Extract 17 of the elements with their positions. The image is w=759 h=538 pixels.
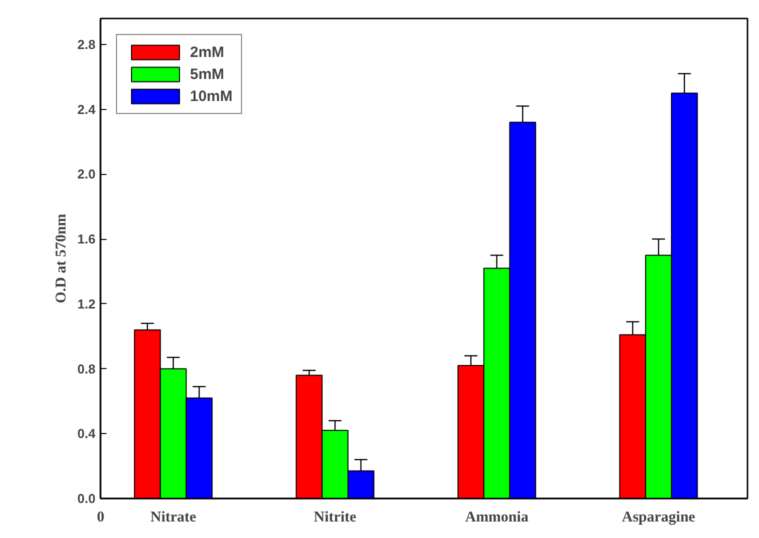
x-tick-label: Ammonia xyxy=(465,510,529,526)
legend-label: 10mM xyxy=(190,88,233,104)
x-tick-label: Nitrate xyxy=(150,510,197,526)
legend-label: 2mM xyxy=(190,44,224,60)
x-tick-label: Nitrite xyxy=(314,510,357,526)
legend-label: 5mM xyxy=(190,66,224,82)
y-tick-label: 0.4 xyxy=(77,426,96,442)
y-tick-label: 0.8 xyxy=(77,361,96,376)
y-axis-title: O.D at 570nm xyxy=(53,213,70,304)
y-tick-label: 0.0 xyxy=(77,491,96,506)
y-tick-label: 2.0 xyxy=(77,166,96,182)
x-tick-label: Asparagine xyxy=(622,510,696,526)
y-tick-label: 1.2 xyxy=(77,296,96,312)
y-tick-label: 1.6 xyxy=(77,232,96,247)
text: 0 xyxy=(96,510,104,526)
y-tick-label: 2.8 xyxy=(77,36,96,52)
y-tick-label: 2.4 xyxy=(77,102,96,117)
